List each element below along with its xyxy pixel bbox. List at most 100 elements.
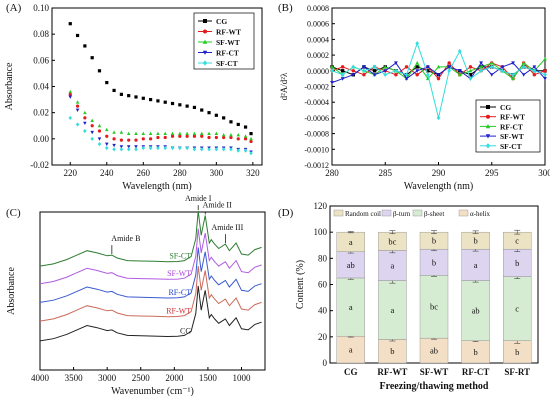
legend-label: RF-CT xyxy=(216,49,239,58)
series-RF-WT xyxy=(68,92,253,144)
significance-letter: b xyxy=(515,347,519,357)
spectrum-label: RF-CT xyxy=(168,288,191,297)
data-point xyxy=(170,145,175,151)
data-point xyxy=(185,104,189,108)
data-point xyxy=(447,65,452,69)
data-point xyxy=(543,77,547,81)
data-point xyxy=(351,69,355,73)
x-axis-label: Wavenumber (cm⁻¹) xyxy=(111,386,194,397)
legend-label: CG xyxy=(500,103,511,112)
data-point xyxy=(221,147,226,152)
data-point xyxy=(119,130,124,134)
data-point xyxy=(170,134,175,138)
data-point xyxy=(383,64,388,69)
data-point xyxy=(105,134,109,138)
data-point xyxy=(521,73,526,77)
spectrum-SF-CT xyxy=(39,211,262,267)
y-tick-label: 0.0000 xyxy=(307,67,329,76)
data-point xyxy=(112,147,116,152)
x-axis-label: Wavelength (nm) xyxy=(122,181,191,192)
data-point xyxy=(457,72,462,77)
data-point xyxy=(83,44,87,48)
x-tick-label: 280 xyxy=(325,168,339,178)
data-point xyxy=(351,73,356,77)
data-point xyxy=(83,110,87,115)
data-point xyxy=(479,68,483,74)
y-tick-label: -0.0004 xyxy=(304,98,329,107)
spectrum-SF-WT xyxy=(39,228,262,285)
data-point xyxy=(207,135,211,140)
legend-label: SF-WT xyxy=(500,132,524,141)
data-point xyxy=(426,69,430,73)
data-point xyxy=(90,124,94,128)
data-point xyxy=(178,145,182,151)
y-axis-label: Absorbance xyxy=(4,62,15,110)
legend-label: RF-WT xyxy=(500,113,525,122)
data-point xyxy=(383,72,388,77)
x-tick-label: 295 xyxy=(485,168,499,178)
y-tick-label: 40 xyxy=(318,306,328,316)
data-point xyxy=(192,134,197,138)
data-point xyxy=(112,130,116,134)
data-point xyxy=(543,56,547,61)
data-point xyxy=(404,72,409,77)
legend-label: CG xyxy=(216,17,227,26)
series-SF-WT xyxy=(68,89,253,141)
data-point xyxy=(83,128,87,134)
data-point xyxy=(236,137,240,141)
significance-letter: ab xyxy=(430,346,438,356)
spectrum-label: SF-CT xyxy=(169,252,191,261)
data-point xyxy=(141,137,145,141)
data-point xyxy=(141,131,146,136)
data-point xyxy=(156,99,160,103)
data-point xyxy=(415,41,420,46)
y-tick-label: 20 xyxy=(318,332,328,342)
data-point xyxy=(149,97,153,102)
data-point xyxy=(340,72,345,77)
y-tick-label: 0.04 xyxy=(33,82,49,92)
data-point xyxy=(68,92,72,96)
y-tick-label: 120 xyxy=(314,201,328,211)
data-point xyxy=(156,145,160,151)
significance-letter: bc xyxy=(388,236,396,246)
y-tick-label: -0.0008 xyxy=(304,130,329,139)
data-point xyxy=(97,129,102,133)
data-point xyxy=(236,122,240,127)
data-point xyxy=(126,145,131,149)
data-point xyxy=(127,138,131,142)
legend-label: SF-WT xyxy=(216,38,240,47)
data-point xyxy=(415,65,419,69)
data-point xyxy=(134,147,138,152)
data-point xyxy=(447,61,451,65)
data-point xyxy=(362,65,366,69)
data-point xyxy=(436,64,441,69)
data-point xyxy=(200,134,204,138)
legend-marker xyxy=(203,19,207,23)
data-point xyxy=(75,33,80,38)
bar-segment xyxy=(378,280,407,340)
y-tick-label: -0.02 xyxy=(30,160,49,170)
data-point xyxy=(68,22,72,26)
data-point xyxy=(222,135,226,140)
data-point xyxy=(178,103,182,107)
data-point xyxy=(221,132,226,137)
data-point xyxy=(521,64,526,70)
data-point xyxy=(351,64,356,70)
annotation-label: Amide A xyxy=(73,0,102,2)
y-tick-label: 80 xyxy=(318,253,328,263)
data-point xyxy=(90,136,94,141)
significance-letter: b xyxy=(390,346,394,356)
significance-letter: b xyxy=(432,236,436,246)
y-axis-label: d²A/d²λ xyxy=(279,72,289,100)
data-point xyxy=(68,89,73,94)
legend-marker xyxy=(485,134,491,139)
legend-label: β-sheet xyxy=(424,210,444,218)
series-SF-CT xyxy=(330,41,547,121)
data-point xyxy=(229,132,233,137)
data-point xyxy=(156,135,160,140)
data-point xyxy=(185,134,189,138)
data-point xyxy=(90,56,94,60)
data-point xyxy=(425,72,430,77)
category-label: RF-WT xyxy=(377,367,407,377)
